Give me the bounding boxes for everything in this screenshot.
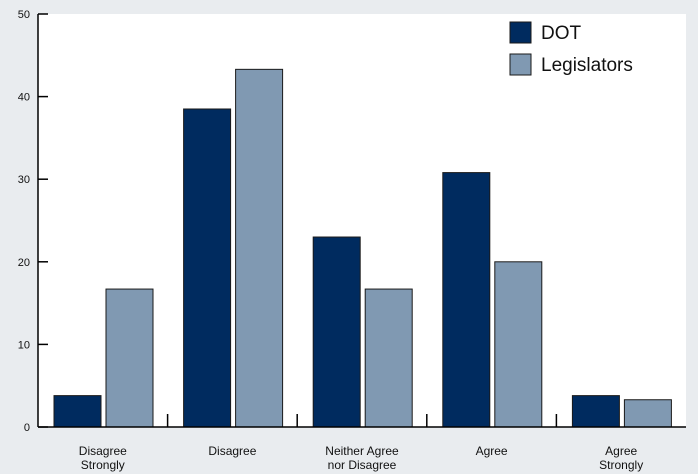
y-tick-label-10: 10 [18,339,30,351]
y-tick-label-30: 30 [18,174,30,186]
category-label-1: Disagree [208,444,256,458]
category-label-2: Neither Agree nor Disagree [325,444,399,472]
bar-legislators-1 [235,68,284,428]
category-label-0: Disagree Strongly [79,444,127,472]
bar-dot-4 [571,395,620,428]
y-tick-label-50: 50 [18,9,30,21]
legend-label-dot: DOT [541,23,582,44]
legend-swatch-legislators [509,53,532,76]
bar-dot-1 [183,108,232,428]
y-tick-label-40: 40 [18,92,30,104]
bar-dot-2 [312,236,361,428]
bar-legislators-3 [494,261,543,428]
category-label-3: Agree [476,444,508,458]
y-tick-label-0: 0 [24,422,30,434]
bar-dot-3 [442,172,491,428]
y-tick-label-20: 20 [18,257,30,269]
category-label-4: Agree Strongly [599,444,643,472]
bar-dot-0 [53,395,102,428]
bar-legislators-4 [623,399,672,428]
bar-legislators-0 [105,288,154,428]
bar-legislators-2 [364,288,413,428]
axes-group: Disagree Strongly Disagree Neither Agree nor… [18,9,686,472]
bars-group [53,68,672,428]
legend-swatch-dot [509,21,532,44]
legend: DOT Legislators [509,21,633,76]
legend-label-legislators: Legislators [541,55,633,76]
